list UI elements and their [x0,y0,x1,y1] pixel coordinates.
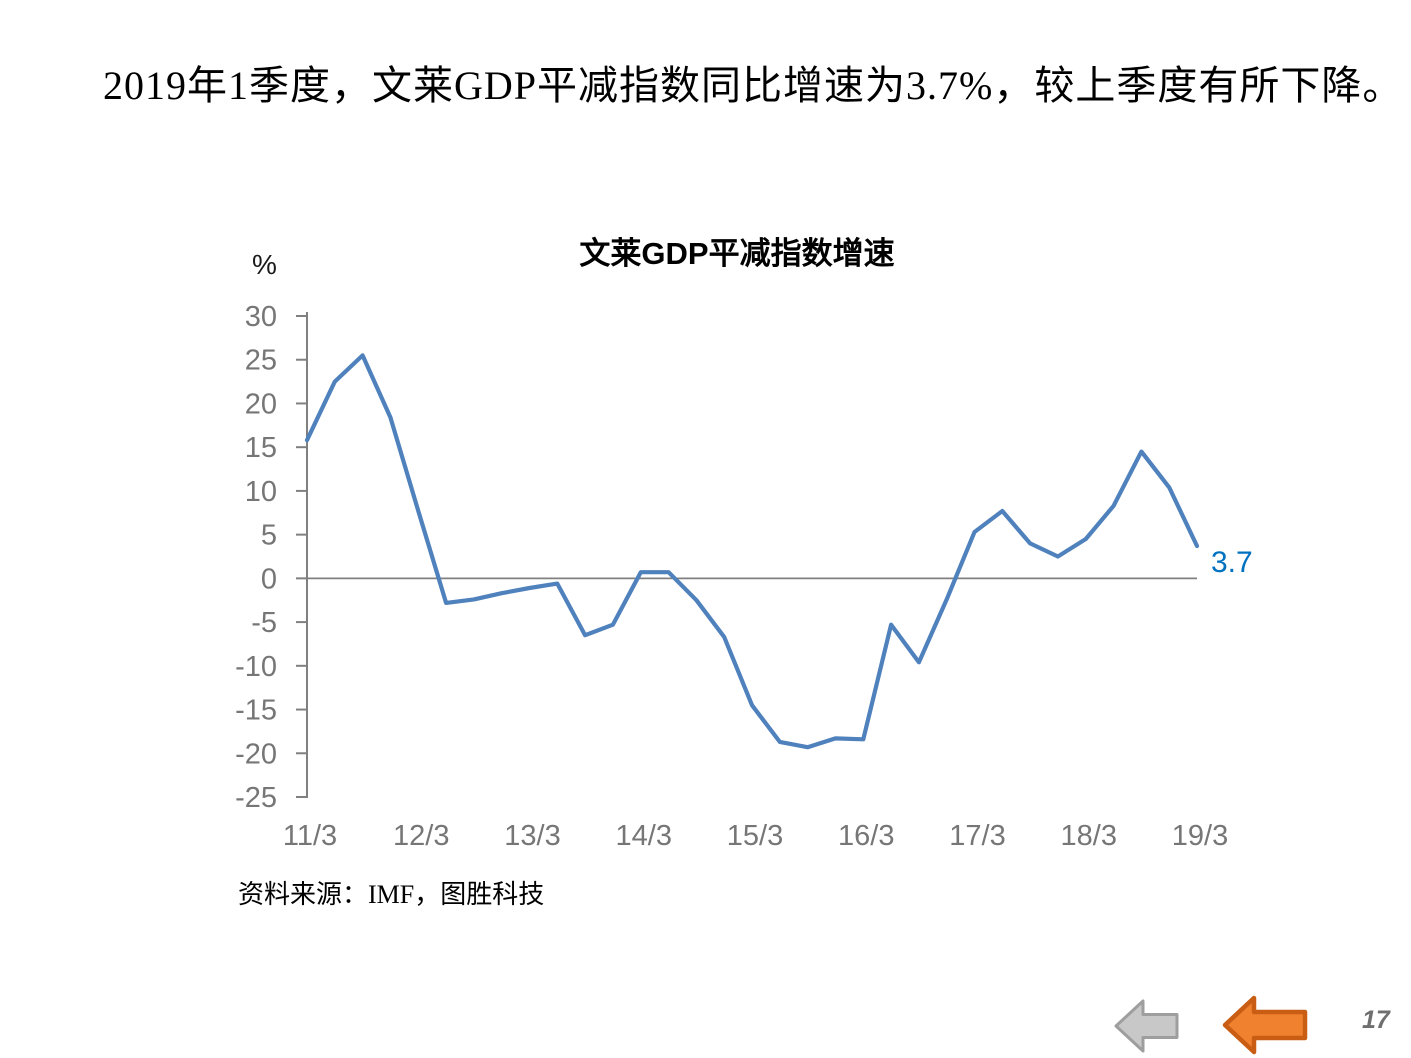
end-data-label: 3.7 [1211,546,1253,579]
y-axis-tick-label: -15 [235,695,277,727]
headline: 2019年1季度，文莱GDP平减指数同比增速为3.7%，较上季度有所下降。 [103,63,1404,108]
y-axis-tick-label: 5 [261,520,277,552]
y-axis-tick-label: 30 [245,301,277,333]
y-axis-tick-label: -5 [251,607,277,639]
y-axis-tick-label: -25 [235,782,277,814]
left-arrow-icon [1222,995,1308,1055]
data-line [304,353,1200,750]
chart-title: 文莱GDP平减指数增速 [579,236,895,271]
y-axis-tick-label: -10 [235,651,277,683]
x-axis-tick-label: 16/3 [838,820,894,852]
nav-back-button-orange[interactable] [1221,994,1309,1056]
y-axis-tick-label: 10 [245,476,277,508]
x-axis-tick-label: 14/3 [616,820,672,852]
x-axis-tick-label: 19/3 [1172,820,1228,852]
x-axis-tick-label: 12/3 [393,820,449,852]
y-axis-tick-label: 20 [245,388,277,420]
y-axis-tick-label: 25 [245,345,277,377]
x-axis-tick-label: 13/3 [504,820,560,852]
source-note: 资料来源：IMF，图胜科技 [238,880,545,909]
page-number: 17 [1362,1006,1390,1034]
y-axis-tick-label: 0 [261,563,277,595]
nav-back-button-gray[interactable] [1113,998,1181,1054]
y-axis-tick-label: 15 [245,432,277,464]
y-axis-tick-label: -20 [235,738,277,770]
x-axis-tick-label: 15/3 [727,820,783,852]
y-axis-unit-label: % [252,249,277,280]
left-arrow-icon [1114,999,1179,1053]
x-axis-tick-label: 18/3 [1061,820,1117,852]
x-axis-tick-label: 11/3 [283,820,337,852]
x-axis-tick-label: 17/3 [949,820,1005,852]
